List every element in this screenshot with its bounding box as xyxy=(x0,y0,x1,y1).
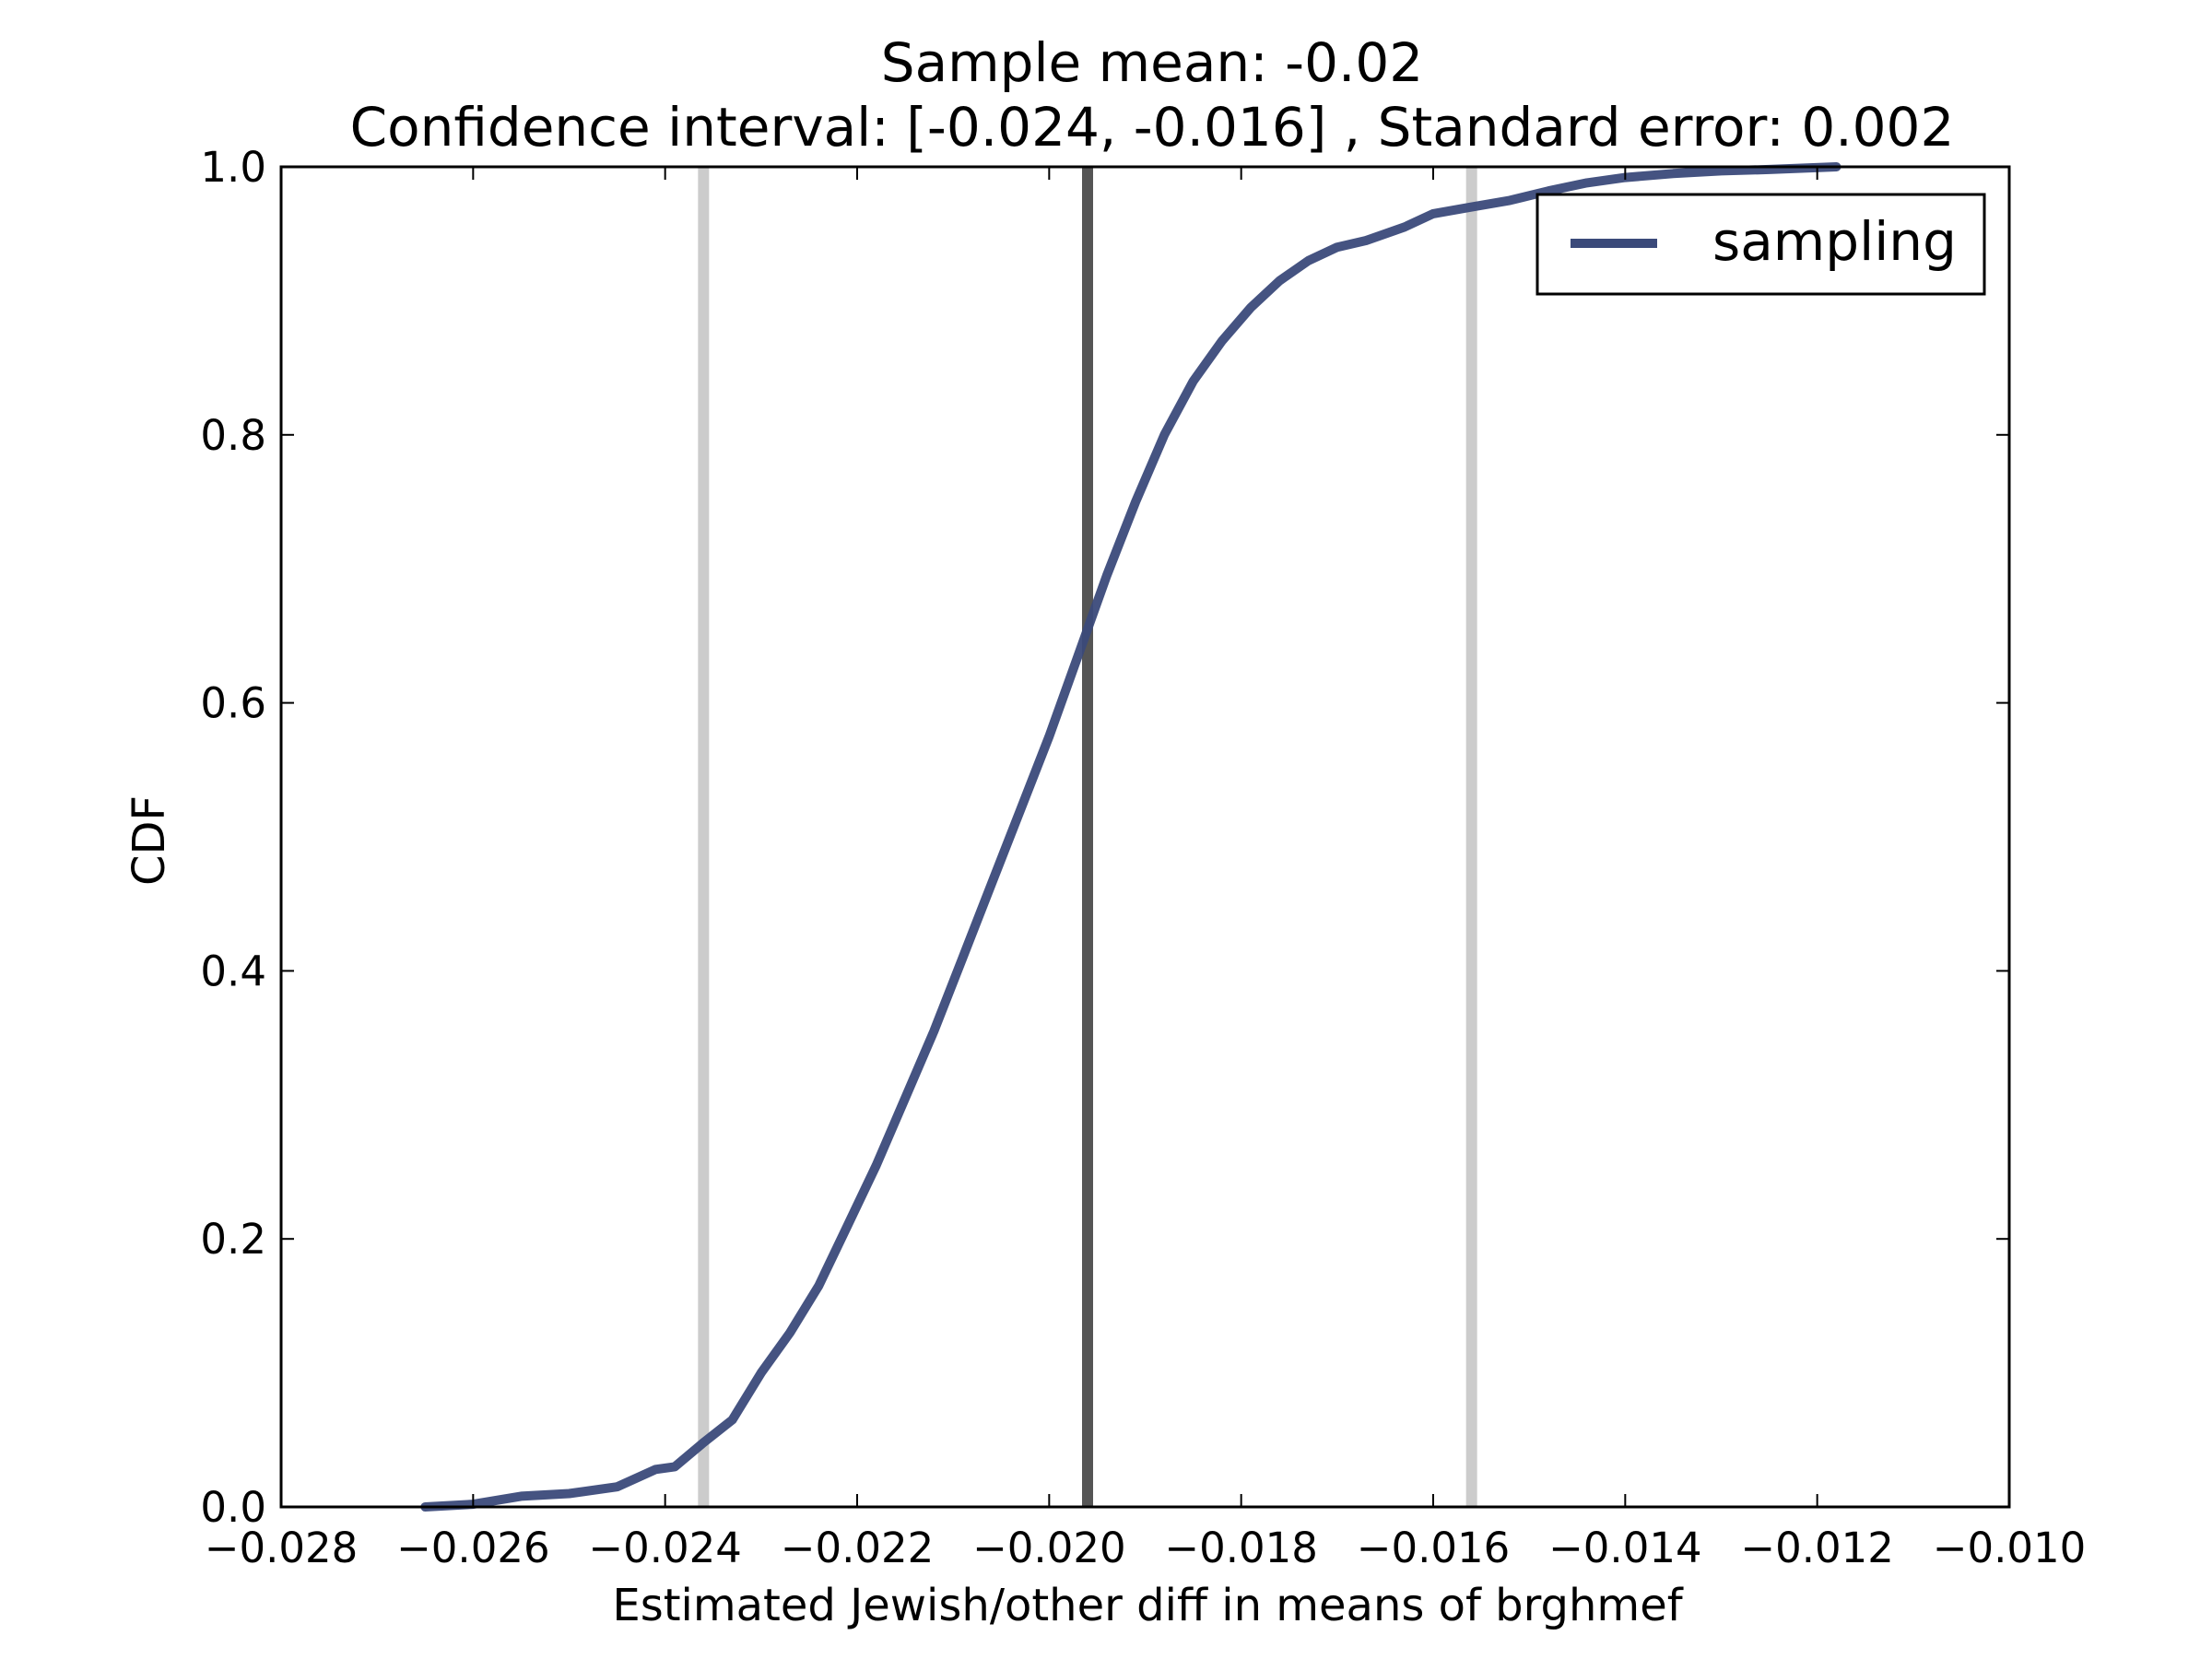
series-line-sampling xyxy=(420,162,1841,1512)
x-tick-label: −0.016 xyxy=(1357,1524,1511,1572)
x-tick-label: −0.018 xyxy=(1164,1524,1318,1572)
y-tick-label: 0.2 xyxy=(200,1215,266,1264)
x-tick-label: −0.020 xyxy=(972,1524,1126,1572)
x-tick-label: −0.012 xyxy=(1740,1524,1894,1572)
x-tick-label: −0.026 xyxy=(396,1524,550,1572)
x-tick-labels: −0.028 −0.026 −0.024 −0.022 −0.020 −0.018 −0.0… xyxy=(205,1524,2087,1572)
y-tick-label: 1.0 xyxy=(200,143,266,192)
plot-frame xyxy=(279,165,2011,1509)
x-axis-label: Estimated Jewish/other diff in means of … xyxy=(612,1580,1683,1631)
x-tick-label: −0.022 xyxy=(781,1524,935,1572)
chart-title-line2: Confidence interval: [-0.024, -0.016] , … xyxy=(350,96,1955,159)
x-tick-label: −0.010 xyxy=(1933,1524,2087,1572)
y-tick-labels: 0.0 0.2 0.4 0.6 0.8 1.0 xyxy=(200,143,266,1532)
x-tick-label: −0.014 xyxy=(1548,1524,1702,1572)
y-tick-label: 0.8 xyxy=(200,411,266,460)
legend: sampling xyxy=(1535,193,1986,296)
y-tick-label: 0.6 xyxy=(200,679,266,728)
y-axis-label: CDF xyxy=(124,795,175,886)
x-tick-label: −0.028 xyxy=(205,1524,359,1572)
chart-title-line1: Sample mean: -0.02 xyxy=(881,31,1423,94)
legend-label-sampling: sampling xyxy=(1712,210,1957,273)
y-tick-label: 0.4 xyxy=(200,947,266,995)
y-tick-label: 0.0 xyxy=(200,1483,266,1532)
tick-marks xyxy=(280,166,2010,1508)
series-layer xyxy=(420,162,1841,1512)
reference-lines xyxy=(698,167,1477,1507)
x-tick-label: −0.024 xyxy=(588,1524,742,1572)
